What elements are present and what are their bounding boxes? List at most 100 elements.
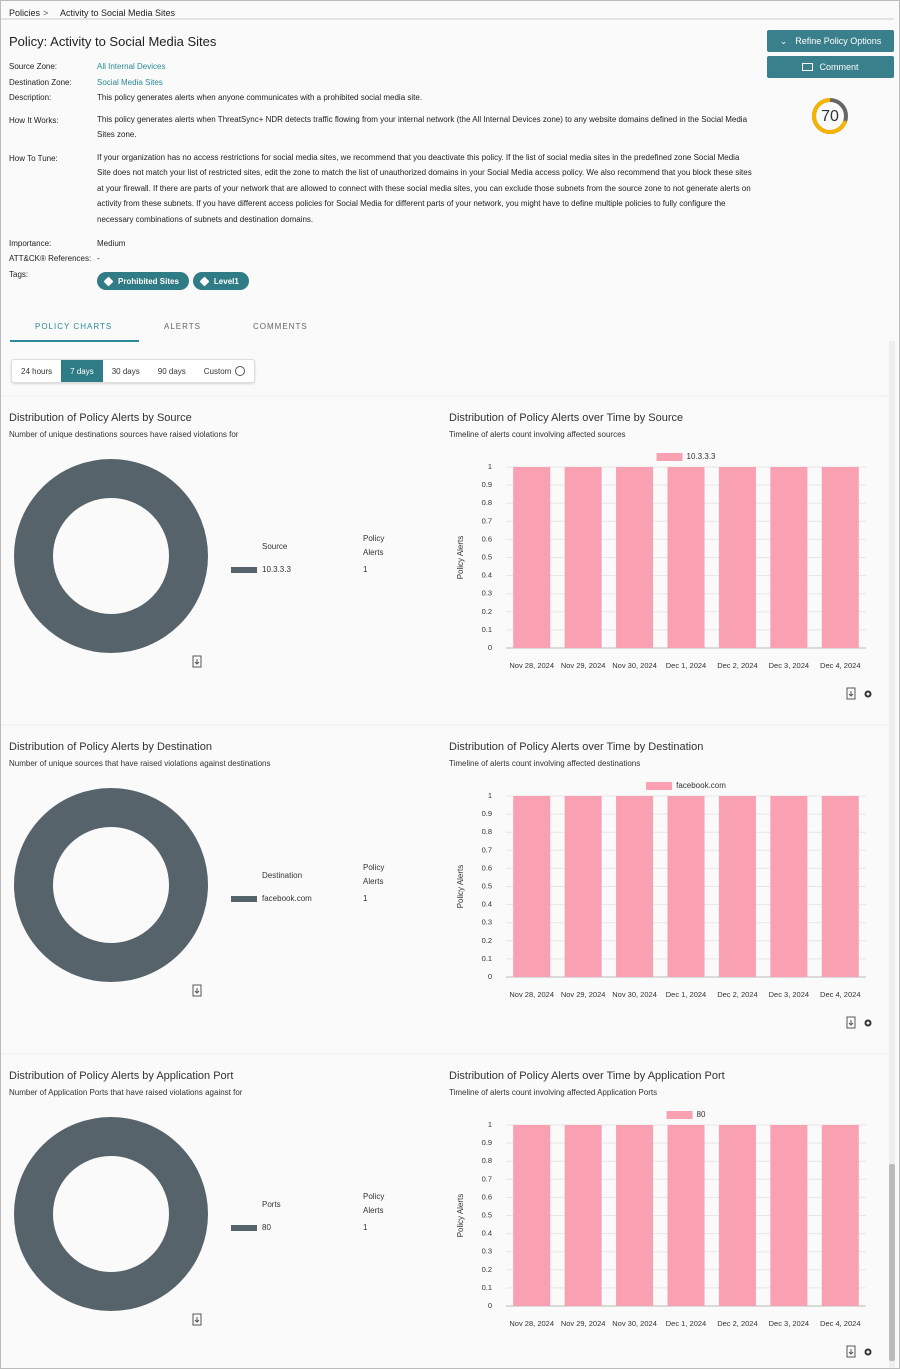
refine-button[interactable]: ⌄ Refine Policy Options bbox=[767, 30, 894, 52]
button-label: Refine Policy Options bbox=[795, 36, 882, 46]
scrollbar[interactable] bbox=[889, 341, 895, 1368]
settings-icon bbox=[864, 1348, 872, 1356]
y-tick-label: 0.1 bbox=[482, 1283, 492, 1292]
range-selector: 24 hours 7 days 30 days 90 days Custom bbox=[11, 359, 256, 383]
detail-link[interactable]: All Internal Devices bbox=[97, 62, 166, 71]
detail-link[interactable]: Social Media Sites bbox=[97, 78, 163, 87]
scrollbar-thumb[interactable] bbox=[889, 1164, 895, 1361]
y-tick-label: 1 bbox=[488, 462, 492, 471]
download-icon bbox=[192, 984, 202, 997]
y-tick-label: 0.8 bbox=[482, 1156, 492, 1165]
legend-label: 10.3.3.3 bbox=[262, 565, 291, 574]
legend-header: Policy Alerts bbox=[363, 1192, 384, 1215]
x-tick-label: Nov 30, 2024 bbox=[612, 661, 657, 670]
download-arrow bbox=[194, 1317, 200, 1323]
range-label: 30 days bbox=[111, 366, 140, 376]
bar bbox=[718, 796, 756, 977]
chart-subtitle: Timeline of alerts count involving affec… bbox=[449, 759, 640, 768]
y-tick-label: 0.4 bbox=[482, 1229, 492, 1238]
legend-header: Ports bbox=[262, 1200, 281, 1209]
y-axis-label: Policy Alerts bbox=[456, 536, 465, 580]
download-arrow bbox=[194, 659, 200, 665]
donut-segment bbox=[14, 788, 208, 982]
chart-subtitle: Number of Application Ports that have ra… bbox=[9, 1088, 243, 1097]
tab[interactable]: ALERTS bbox=[164, 322, 201, 331]
settings-icon bbox=[864, 1019, 872, 1027]
x-tick-label: Nov 29, 2024 bbox=[561, 661, 606, 670]
detail-label: Description: bbox=[9, 93, 52, 102]
chart-title: Distribution of Policy Alerts by Applica… bbox=[9, 1070, 233, 1082]
detail-label: Source Zone: bbox=[9, 62, 58, 71]
legend-value: 1 bbox=[363, 565, 368, 574]
breadcrumb-link[interactable]: Policies bbox=[9, 8, 41, 18]
tag-list: Prohibited Sites Level1 bbox=[97, 272, 253, 290]
score-value: 70 bbox=[821, 108, 839, 125]
detail-label: How It Works: bbox=[9, 116, 59, 125]
y-tick-label: 0 bbox=[488, 972, 492, 981]
y-tick-label: 0.9 bbox=[482, 480, 492, 489]
bar bbox=[564, 796, 602, 977]
range-button[interactable]: 24 hours bbox=[12, 360, 61, 382]
page-title: Policy: Activity to Social Media Sites bbox=[9, 34, 217, 49]
x-tick-label: Nov 28, 2024 bbox=[509, 990, 554, 999]
x-tick-label: Dec 1, 2024 bbox=[666, 661, 706, 670]
range-label: 24 hours bbox=[21, 366, 53, 376]
bar bbox=[513, 1125, 551, 1306]
download-icon bbox=[846, 687, 856, 700]
download-arrow bbox=[848, 691, 854, 697]
range-label: 7 days bbox=[70, 366, 94, 376]
legend-header: Policy Alerts bbox=[363, 863, 384, 886]
y-tick-label: 0.7 bbox=[482, 516, 492, 525]
legend-label: 80 bbox=[697, 1110, 706, 1119]
tag-icon bbox=[103, 276, 114, 286]
range-button[interactable]: 90 days bbox=[149, 360, 195, 382]
bar bbox=[821, 796, 859, 977]
bar bbox=[513, 796, 551, 977]
x-tick-label: Nov 30, 2024 bbox=[612, 990, 657, 999]
y-tick-label: 0.5 bbox=[482, 552, 492, 561]
y-tick-label: 0.8 bbox=[482, 827, 492, 836]
x-tick-label: Dec 3, 2024 bbox=[769, 990, 809, 999]
range-button[interactable]: Custom bbox=[195, 360, 255, 382]
y-tick-label: 0.6 bbox=[482, 863, 492, 872]
tag[interactable]: Prohibited Sites bbox=[97, 272, 189, 290]
tag-icon bbox=[199, 276, 210, 286]
y-tick-label: 0.2 bbox=[482, 607, 492, 616]
bar bbox=[667, 796, 705, 977]
x-tick-label: Dec 2, 2024 bbox=[717, 661, 757, 670]
detail-value: Medium bbox=[97, 239, 126, 248]
legend-label: 10.3.3.3 bbox=[687, 452, 716, 461]
range-button[interactable]: 30 days bbox=[103, 360, 149, 382]
bar bbox=[513, 467, 551, 648]
comment-button[interactable]: Comment bbox=[767, 56, 894, 78]
tag-label: Prohibited Sites bbox=[118, 276, 179, 286]
chevron-icon: ⌄ bbox=[779, 35, 788, 46]
tag-label: Level1 bbox=[213, 276, 239, 286]
detail-label: ATT&CK® References: bbox=[9, 254, 92, 263]
y-axis-label: Policy Alerts bbox=[456, 865, 465, 909]
detail-value: - bbox=[97, 254, 100, 263]
x-tick-label: Dec 1, 2024 bbox=[666, 1319, 706, 1328]
y-tick-label: 0.6 bbox=[482, 1192, 492, 1201]
y-tick-label: 0.1 bbox=[482, 954, 492, 963]
bar bbox=[770, 467, 808, 648]
range-button[interactable]: 7 days bbox=[61, 360, 103, 382]
tag[interactable]: Level1 bbox=[192, 272, 249, 290]
tab-indicator bbox=[10, 340, 139, 342]
y-tick-label: 0.3 bbox=[482, 589, 492, 598]
y-tick-label: 0.9 bbox=[482, 809, 492, 818]
button-label: Comment bbox=[819, 62, 859, 72]
x-tick-label: Dec 3, 2024 bbox=[769, 1319, 809, 1328]
y-tick-label: 1 bbox=[488, 791, 492, 800]
chart-subtitle: Number of unique sources that have raise… bbox=[9, 759, 271, 768]
x-tick-label: Dec 1, 2024 bbox=[666, 990, 706, 999]
bar bbox=[770, 796, 808, 977]
bar bbox=[564, 1125, 602, 1306]
tab[interactable]: COMMENTS bbox=[253, 322, 308, 331]
detail-value: This policy generates alerts when Threat… bbox=[97, 115, 748, 140]
tab[interactable]: POLICY CHARTS bbox=[35, 322, 113, 331]
detail-label: Destination Zone: bbox=[9, 78, 72, 87]
x-tick-label: Dec 2, 2024 bbox=[717, 1319, 757, 1328]
range-label: Custom bbox=[203, 366, 232, 376]
